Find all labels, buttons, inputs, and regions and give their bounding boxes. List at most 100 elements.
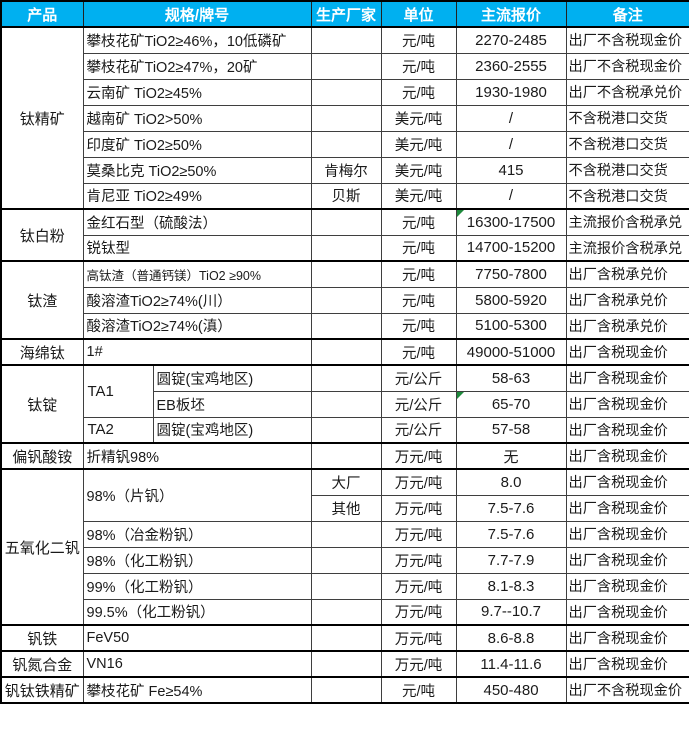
table-row: 酸溶渣TiO2≥74%(滇） 元/吨 5100-5300 出厂含税承兑价	[1, 312, 689, 340]
maker-cell: 贝斯	[310, 182, 382, 210]
price-cell: 7.5-7.6	[455, 494, 567, 522]
unit-cell: 万元/吨	[380, 520, 457, 548]
table-row: 钒钛铁精矿 攀枝花矿 Fe≥54% 元/吨 450-480 出厂不含税现金价	[0, 676, 689, 704]
spec-cell: 锐钛型	[82, 234, 312, 262]
table-row: 锐钛型 元/吨 14700-15200 主流报价含税承兑	[1, 234, 689, 262]
note-cell: 出厂含税现金价	[565, 624, 689, 652]
maker-cell	[310, 234, 382, 262]
maker-cell: 其他	[310, 494, 382, 522]
price-cell: 58-63	[455, 364, 567, 392]
maker-cell	[310, 78, 382, 106]
product-cell: 钒钛铁精矿	[0, 676, 84, 704]
price-cell: 450-480	[455, 676, 567, 704]
maker-cell	[310, 52, 382, 80]
table-row: 钒氮合金 VN16 万元/吨 11.4-11.6 出厂含税现金价	[0, 650, 689, 678]
maker-cell	[310, 312, 382, 340]
price-cell: 16300-17500	[455, 208, 567, 236]
spec-cell: 折精钒98%	[82, 442, 312, 470]
unit-cell: 万元/吨	[380, 494, 457, 522]
spec-cell: VN16	[82, 650, 312, 678]
product-cell: 钒氮合金	[0, 650, 84, 678]
table-row: 99%（化工粉钒） 万元/吨 8.1-8.3 出厂含税现金价	[1, 572, 689, 600]
note-cell: 出厂含税现金价	[565, 468, 689, 496]
spec-cell: FeV50	[82, 624, 312, 652]
spec-cell: 金红石型（硫酸法）	[82, 208, 312, 236]
table-row: 钛锭 TA1 圆锭(宝鸡地区) 元/公斤 58-63 出厂含税现金价	[0, 364, 689, 444]
price-cell: 65-70	[455, 390, 567, 418]
unit-cell: 美元/吨	[380, 130, 457, 158]
comment-marker-icon	[457, 392, 464, 399]
maker-cell	[310, 364, 382, 392]
maker-cell	[310, 260, 382, 288]
spec-cell: 酸溶渣TiO2≥74%(滇）	[82, 312, 312, 340]
unit-cell: 万元/吨	[380, 572, 457, 600]
table-row: 98%（化工粉钒） 万元/吨 7.7-7.9 出厂含税现金价	[1, 546, 689, 574]
header-note: 备注	[565, 0, 689, 28]
note-cell: 不含税港口交货	[565, 182, 689, 210]
table-row: 越南矿 TiO2>50% 美元/吨 / 不含税港口交货	[1, 104, 689, 132]
price-text: 65-70	[491, 395, 531, 413]
spec-cell: 印度矿 TiO2≥50%	[82, 130, 312, 158]
price-cell: /	[455, 130, 567, 158]
price-text: 16300-17500	[466, 213, 556, 231]
table-row: 钒铁 FeV50 万元/吨 8.6-8.8 出厂含税现金价	[0, 624, 689, 652]
price-cell: 7750-7800	[455, 260, 567, 288]
price-cell: 8.6-8.8	[455, 624, 567, 652]
spec-cell: 肯尼亚 TiO2≥49%	[82, 182, 312, 210]
product-cell: 海绵钛	[0, 338, 84, 366]
spec-cell: 98%（化工粉钒）	[82, 546, 312, 574]
spec-cell: 98%（冶金粉钒）	[82, 520, 312, 548]
note-cell: 不含税港口交货	[565, 104, 689, 132]
table-row: 钛白粉 金红石型（硫酸法） 元/吨 16300-17500 主流报价含税承兑	[0, 208, 689, 262]
price-cell: 2270-2485	[455, 26, 567, 54]
maker-cell	[310, 130, 382, 158]
table-row: 五氧化二钒 98%（片钒） 大厂 万元/吨 8.0 出厂含税现金价	[0, 468, 689, 626]
maker-cell	[310, 572, 382, 600]
maker-cell	[310, 390, 382, 418]
unit-cell: 元/吨	[380, 52, 457, 80]
product-cell: 钛锭	[0, 364, 84, 444]
note-cell: 出厂含税现金价	[565, 598, 689, 626]
unit-cell: 美元/吨	[380, 156, 457, 184]
price-cell: 5800-5920	[455, 286, 567, 314]
note-cell: 出厂含税现金价	[565, 416, 689, 444]
note-cell: 出厂含税现金价	[565, 572, 689, 600]
price-cell: /	[455, 182, 567, 210]
price-cell: 8.1-8.3	[455, 572, 567, 600]
price-cell: /	[455, 104, 567, 132]
note-cell: 出厂含税现金价	[565, 494, 689, 522]
unit-cell: 元/吨	[380, 78, 457, 106]
note-cell: 出厂含税承兑价	[565, 286, 689, 314]
price-cell: 无	[455, 442, 567, 470]
note-cell: 出厂含税现金价	[565, 650, 689, 678]
maker-cell	[310, 676, 382, 704]
note-cell: 主流报价含税承兑	[565, 234, 689, 262]
maker-cell	[310, 26, 382, 54]
table-row: 99.5%（化工粉钒） 万元/吨 9.7--10.7 出厂含税现金价	[1, 598, 689, 626]
spec-cell: 越南矿 TiO2>50%	[82, 104, 312, 132]
note-cell: 出厂含税现金价	[565, 390, 689, 418]
header-price: 主流报价	[455, 0, 567, 28]
grade-cell: TA2	[82, 416, 154, 444]
header-row: 产品 规格/牌号 生产厂家 单位 主流报价 备注	[0, 0, 689, 28]
maker-cell	[310, 624, 382, 652]
price-cell: 415	[455, 156, 567, 184]
unit-cell: 元/公斤	[380, 416, 457, 444]
unit-cell: 万元/吨	[380, 442, 457, 470]
product-cell: 钛渣	[0, 260, 84, 340]
table-row: 海绵钛 1# 元/吨 49000-51000 出厂含税现金价	[0, 338, 689, 366]
note-cell: 不含税港口交货	[565, 156, 689, 184]
price-cell: 5100-5300	[455, 312, 567, 340]
unit-cell: 美元/吨	[380, 182, 457, 210]
note-cell: 出厂含税现金价	[565, 520, 689, 548]
note-cell: 主流报价含税承兑	[565, 208, 689, 236]
unit-cell: 万元/吨	[380, 650, 457, 678]
spec-cell: EB板坯	[152, 390, 312, 418]
table-row: TA2 圆锭(宝鸡地区) 元/公斤 57-58 出厂含税现金价	[1, 416, 689, 444]
header-unit: 单位	[380, 0, 457, 28]
table-row: 钛渣 高钛渣（普通钙镁）TiO2 ≥90% 元/吨 7750-7800 出厂含税…	[0, 260, 689, 340]
product-cell: 五氧化二钒	[0, 468, 84, 626]
note-cell: 出厂含税现金价	[565, 442, 689, 470]
table-row: 莫桑比克 TiO2≥50% 肯梅尔 美元/吨 415 不含税港口交货	[1, 156, 689, 184]
price-cell: 57-58	[455, 416, 567, 444]
